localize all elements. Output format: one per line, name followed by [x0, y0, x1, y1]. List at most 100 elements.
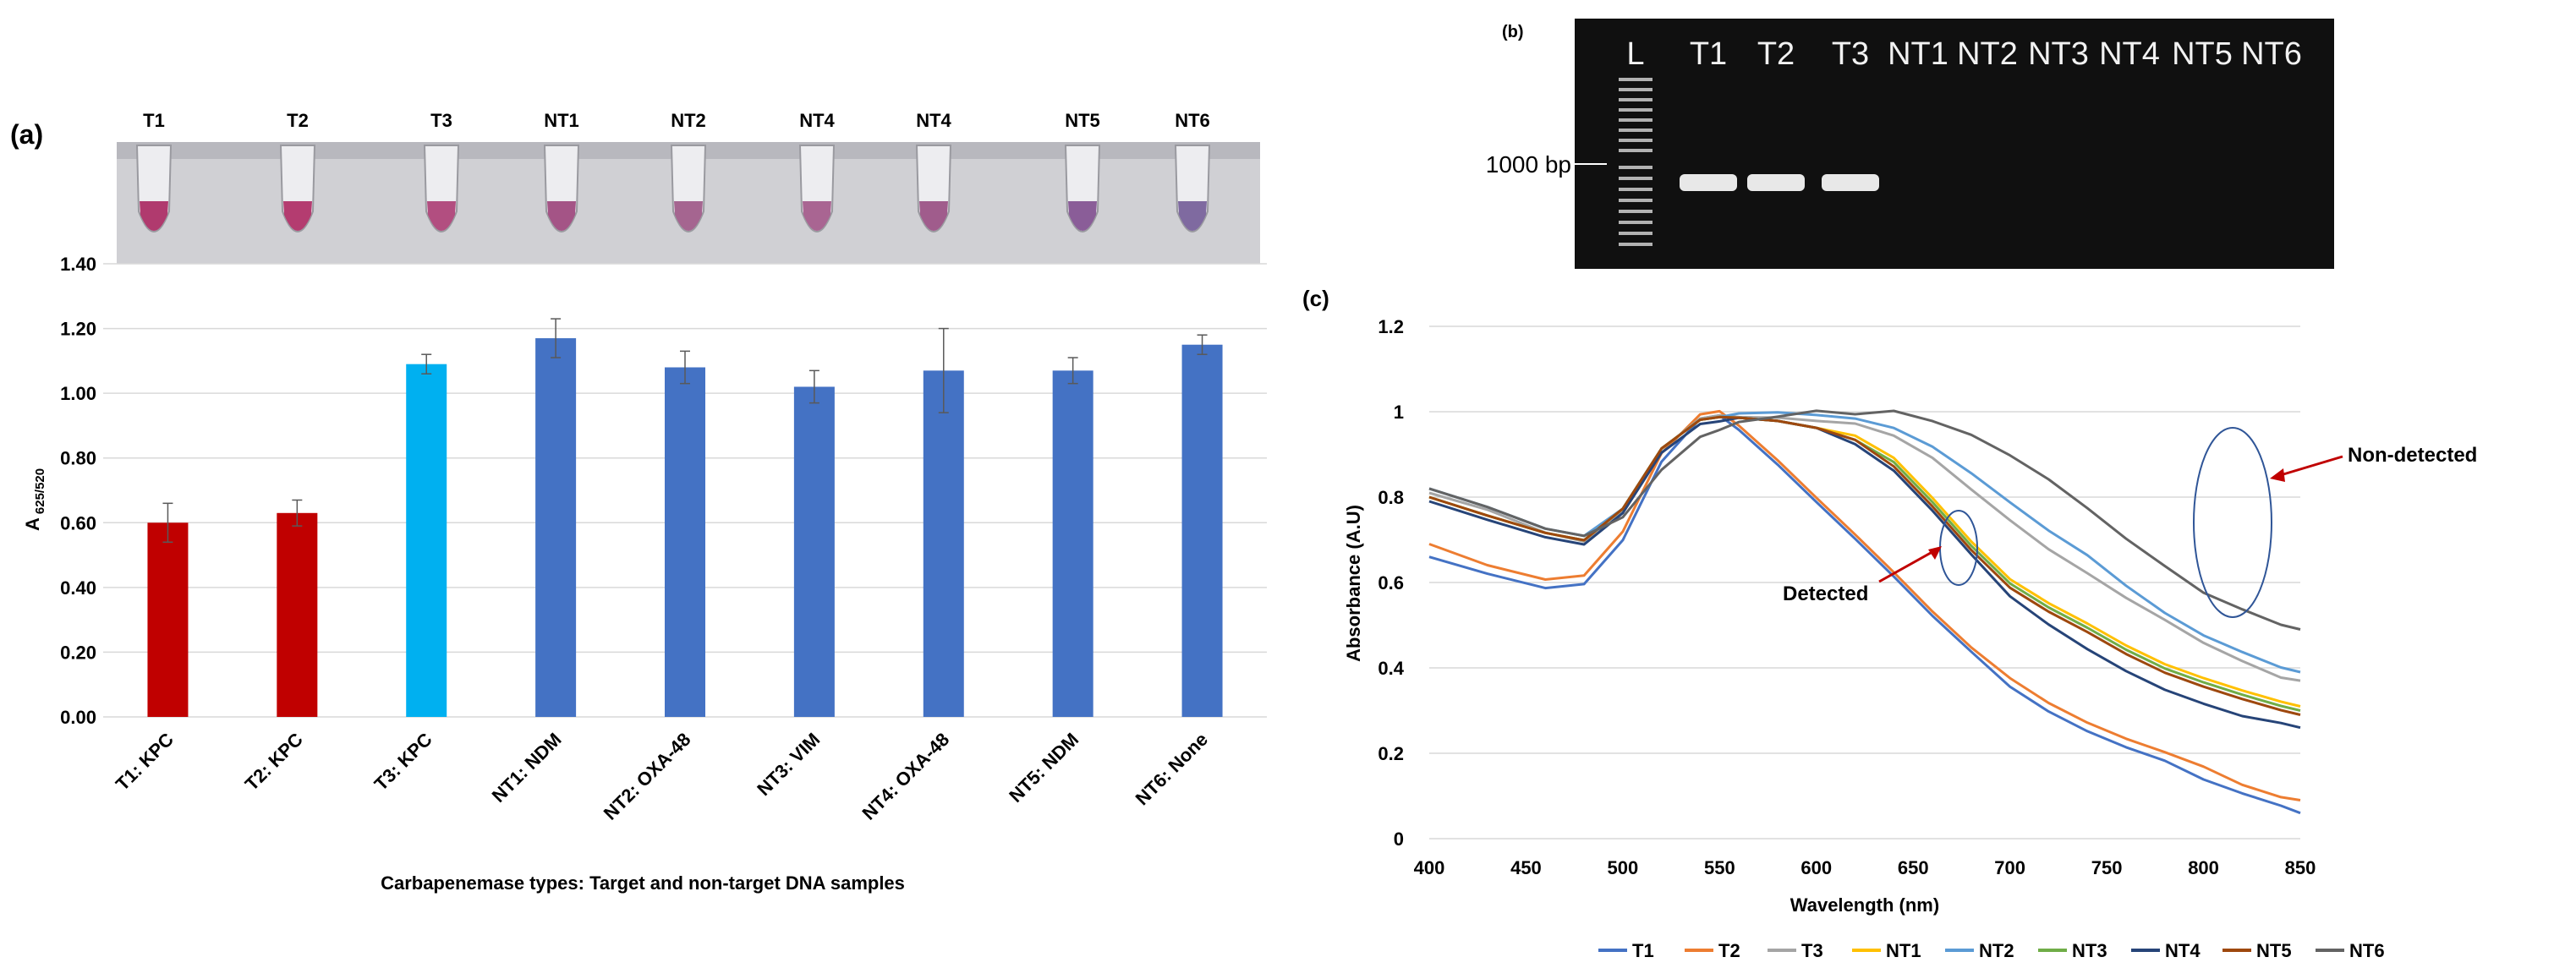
legend-entry: NT6	[2349, 940, 2385, 961]
line-x-tick: 700	[1994, 857, 2025, 878]
line-y-ticks: 0 0.2 0.4 0.6 0.8 1 1.2	[1378, 316, 1404, 850]
gel-bands	[1680, 174, 1879, 191]
ladder-band	[1619, 88, 1652, 91]
line-y-tick: 0.8	[1378, 487, 1404, 508]
line-x-tick: 450	[1510, 857, 1542, 878]
line-x-tick: 500	[1608, 857, 1639, 878]
gel-lane-label: NT2	[1957, 36, 2018, 72]
bar-y-tick: 1.00	[60, 383, 96, 404]
bar-y-tick: 0.60	[60, 512, 96, 533]
ladder-band	[1619, 118, 1652, 122]
bar	[147, 522, 189, 717]
bar-y-axis-label-main: A	[22, 517, 43, 531]
line-y-axis-title: Absorbance (A.U)	[1343, 505, 1364, 662]
tube-label: NT6	[1175, 110, 1210, 131]
legend-entry: T1	[1632, 940, 1654, 961]
legend-entry: NT1	[1886, 940, 1921, 961]
bar	[665, 367, 705, 717]
bar	[793, 386, 835, 717]
line-x-tick: 650	[1898, 857, 1929, 878]
tube-label: NT5	[1065, 110, 1100, 131]
nondetected-ellipse	[2193, 427, 2272, 618]
gel-lane-label: NT6	[2241, 36, 2302, 72]
bar	[535, 338, 577, 717]
ladder-band	[1619, 243, 1652, 246]
line-x-ticks: 400 450 500 550 600 650 700 750 800 850	[1414, 857, 2316, 878]
bar-y-tick: 0.20	[60, 642, 96, 663]
tube-labels: T1 T2 T3 NT1 NT2 NT4 NT4 NT5 NT6	[143, 110, 1210, 131]
tube-label: NT1	[544, 110, 579, 131]
gel-lane-labels: L T1 T2 T3 NT1 NT2 NT3 NT4 NT5 NT6	[1626, 36, 2301, 72]
bar	[406, 364, 447, 717]
tube-solution	[547, 201, 576, 231]
line-series-path	[1428, 409, 2301, 631]
bars	[147, 318, 1223, 717]
tube-label: NT2	[671, 110, 706, 131]
line-y-tick: 0.4	[1378, 658, 1404, 679]
tube-row	[135, 145, 1211, 232]
bar-y-axis-label: A 625/520	[22, 468, 47, 531]
tube-solution	[427, 201, 456, 231]
legend-entry: NT5	[2256, 940, 2292, 961]
tube-solution	[674, 201, 703, 231]
bar-x-tick: NT3: VIM	[753, 729, 824, 800]
bar-y-axis-label-sub: 625/520	[33, 468, 47, 514]
detected-arrowhead	[1928, 546, 1942, 560]
line-x-tick: 550	[1704, 857, 1735, 878]
line-x-tick: 750	[2091, 857, 2123, 878]
gel-lane-label: T2	[1757, 36, 1795, 72]
gel-lane-label: NT5	[2172, 36, 2233, 72]
line-y-tick: 1	[1394, 402, 1404, 423]
bar-x-tick: T2: KPC	[241, 729, 307, 795]
gel-lane-label: T1	[1690, 36, 1727, 72]
bar-x-tick: NT5: NDM	[1005, 729, 1082, 807]
tube-solution	[803, 201, 831, 231]
gel-band	[1747, 174, 1805, 191]
ladder-band	[1619, 166, 1652, 169]
ladder-band	[1619, 149, 1652, 152]
marker-label: 1000 bp	[1486, 151, 1571, 178]
ladder-band	[1619, 188, 1652, 191]
line-chart: 0 0.2 0.4 0.6 0.8 1 1.2 400 450 500 550 600 650 700 7…	[1343, 316, 2385, 961]
line-series-path	[1428, 413, 2301, 815]
nondetected-arrow	[2274, 455, 2343, 479]
detected-arrow	[1878, 548, 1937, 583]
legend-entry: NT3	[2072, 940, 2107, 961]
legend-entry: NT2	[1979, 940, 2014, 961]
ladder-band	[1619, 108, 1652, 112]
tube-label: NT4	[916, 110, 951, 131]
line-y-tick: 0	[1394, 829, 1404, 850]
bar-y-tick: 1.20	[60, 319, 96, 340]
panel-b-label: (b)	[1502, 23, 1524, 41]
gel-band	[1680, 174, 1737, 191]
tube-label: NT4	[799, 110, 835, 131]
line-series-path	[1428, 416, 2301, 730]
line-y-tick: 1.2	[1378, 316, 1404, 337]
bar-x-tick: T1: KPC	[112, 729, 178, 795]
line-series-path	[1428, 415, 2301, 716]
bar	[277, 512, 318, 717]
bar-y-tick: 1.40	[60, 254, 96, 275]
tube-solution	[919, 201, 948, 231]
line-y-tick: 0.2	[1378, 743, 1404, 764]
bar-x-axis-title: Carbapenemase types: Target and non-targ…	[381, 872, 905, 894]
nondetected-annotation: Non-detected	[2348, 444, 2477, 467]
tube-solution	[1068, 201, 1097, 231]
gel-image	[1575, 19, 2334, 269]
line-x-tick: 400	[1414, 857, 1445, 878]
bar-x-ticks: T1: KPC T2: KPC T3: KPC NT1: NDM NT2: OXA-48…	[112, 729, 1212, 824]
line-legend: T1 T2 T3 NT1 NT2 NT3 NT4 NT5 NT6	[1598, 940, 2385, 961]
tube-solution	[283, 201, 312, 231]
gel-lane-label: L	[1626, 36, 1644, 72]
line-x-axis-title: Wavelength (nm)	[1790, 894, 1939, 916]
panel-c-label: (c)	[1302, 286, 1329, 311]
line-x-tick: 800	[2188, 857, 2219, 878]
ladder-band	[1619, 139, 1652, 142]
gel-band	[1822, 174, 1879, 191]
bar-y-tick: 0.80	[60, 448, 96, 469]
gel-lane-label: NT4	[2099, 36, 2160, 72]
ladder-band	[1619, 199, 1652, 202]
ladder-band	[1619, 177, 1652, 180]
gel-ladder	[1619, 78, 1652, 246]
legend-entry: T2	[1718, 940, 1740, 961]
